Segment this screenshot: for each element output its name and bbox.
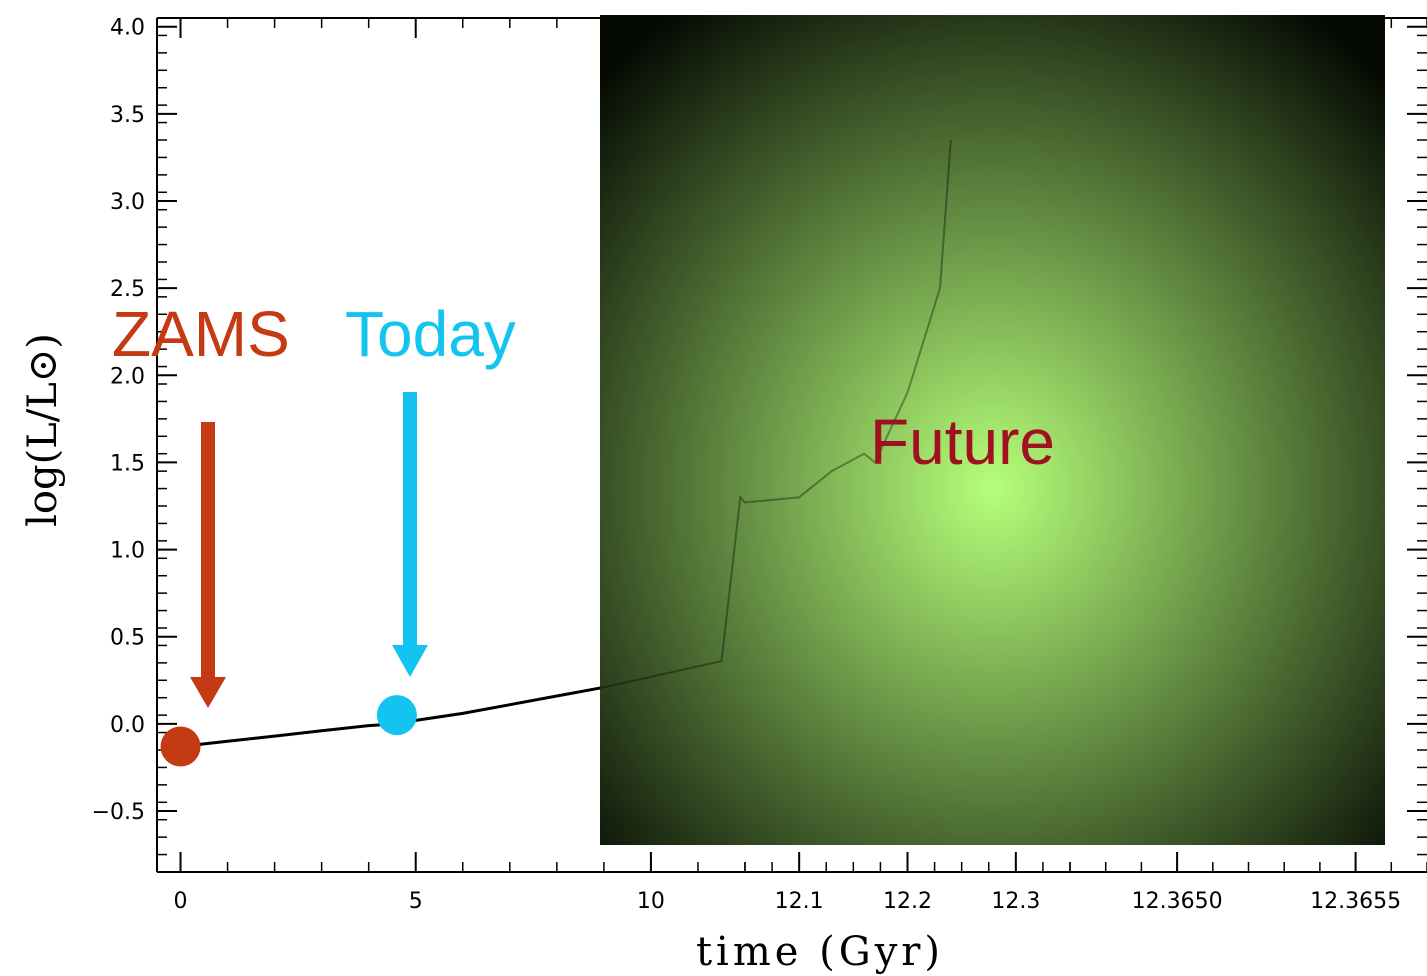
x-tick-label: 12.3: [991, 889, 1040, 914]
y-tick-label: 1.0: [110, 539, 145, 564]
x-tick-label: 12.3655: [1310, 889, 1401, 914]
y-tick-label: 0.0: [110, 713, 145, 738]
x-tick-label: 0: [174, 889, 188, 914]
y-tick-group: −0.5 0.0 0.5 1.0 1.5 2.0 2.5 3.0 3.5 4.0: [92, 16, 1427, 873]
x-tick-label: 12.1: [775, 889, 824, 914]
x-tick-label: 5: [409, 889, 423, 914]
y-tick-label: −0.5: [92, 800, 145, 825]
marker-layer: [160, 695, 417, 767]
x-tick-label: 10: [637, 889, 665, 914]
zams-label: ZAMS: [112, 298, 290, 370]
y-tick-label: 3.5: [110, 103, 145, 128]
x-tick-label: 12.3650: [1132, 889, 1223, 914]
y-tick-label: 4.0: [110, 16, 145, 41]
zams-arrow-head: [190, 677, 226, 708]
today-label: Today: [345, 298, 516, 370]
y-tick-label: 3.0: [110, 190, 145, 215]
y-tick-label: 2.0: [110, 364, 145, 389]
y-tick-label: 2.5: [110, 277, 145, 302]
future-region: [600, 15, 1385, 845]
y-tick-label: 1.5: [110, 451, 145, 476]
y-tick-label: 0.5: [110, 626, 145, 651]
zams-marker: [160, 726, 201, 767]
future-label: Future: [870, 406, 1055, 478]
arrows: [190, 392, 428, 708]
series-line-future: [180, 139, 952, 748]
x-axis-title: time (Gyr): [696, 929, 944, 975]
y-axis-title: log(L/L⊙): [20, 333, 66, 527]
today-arrow-head: [392, 645, 428, 677]
x-tick-label: 12.2: [883, 889, 932, 914]
today-marker: [376, 695, 417, 736]
future-series-overlay: [180, 139, 952, 748]
